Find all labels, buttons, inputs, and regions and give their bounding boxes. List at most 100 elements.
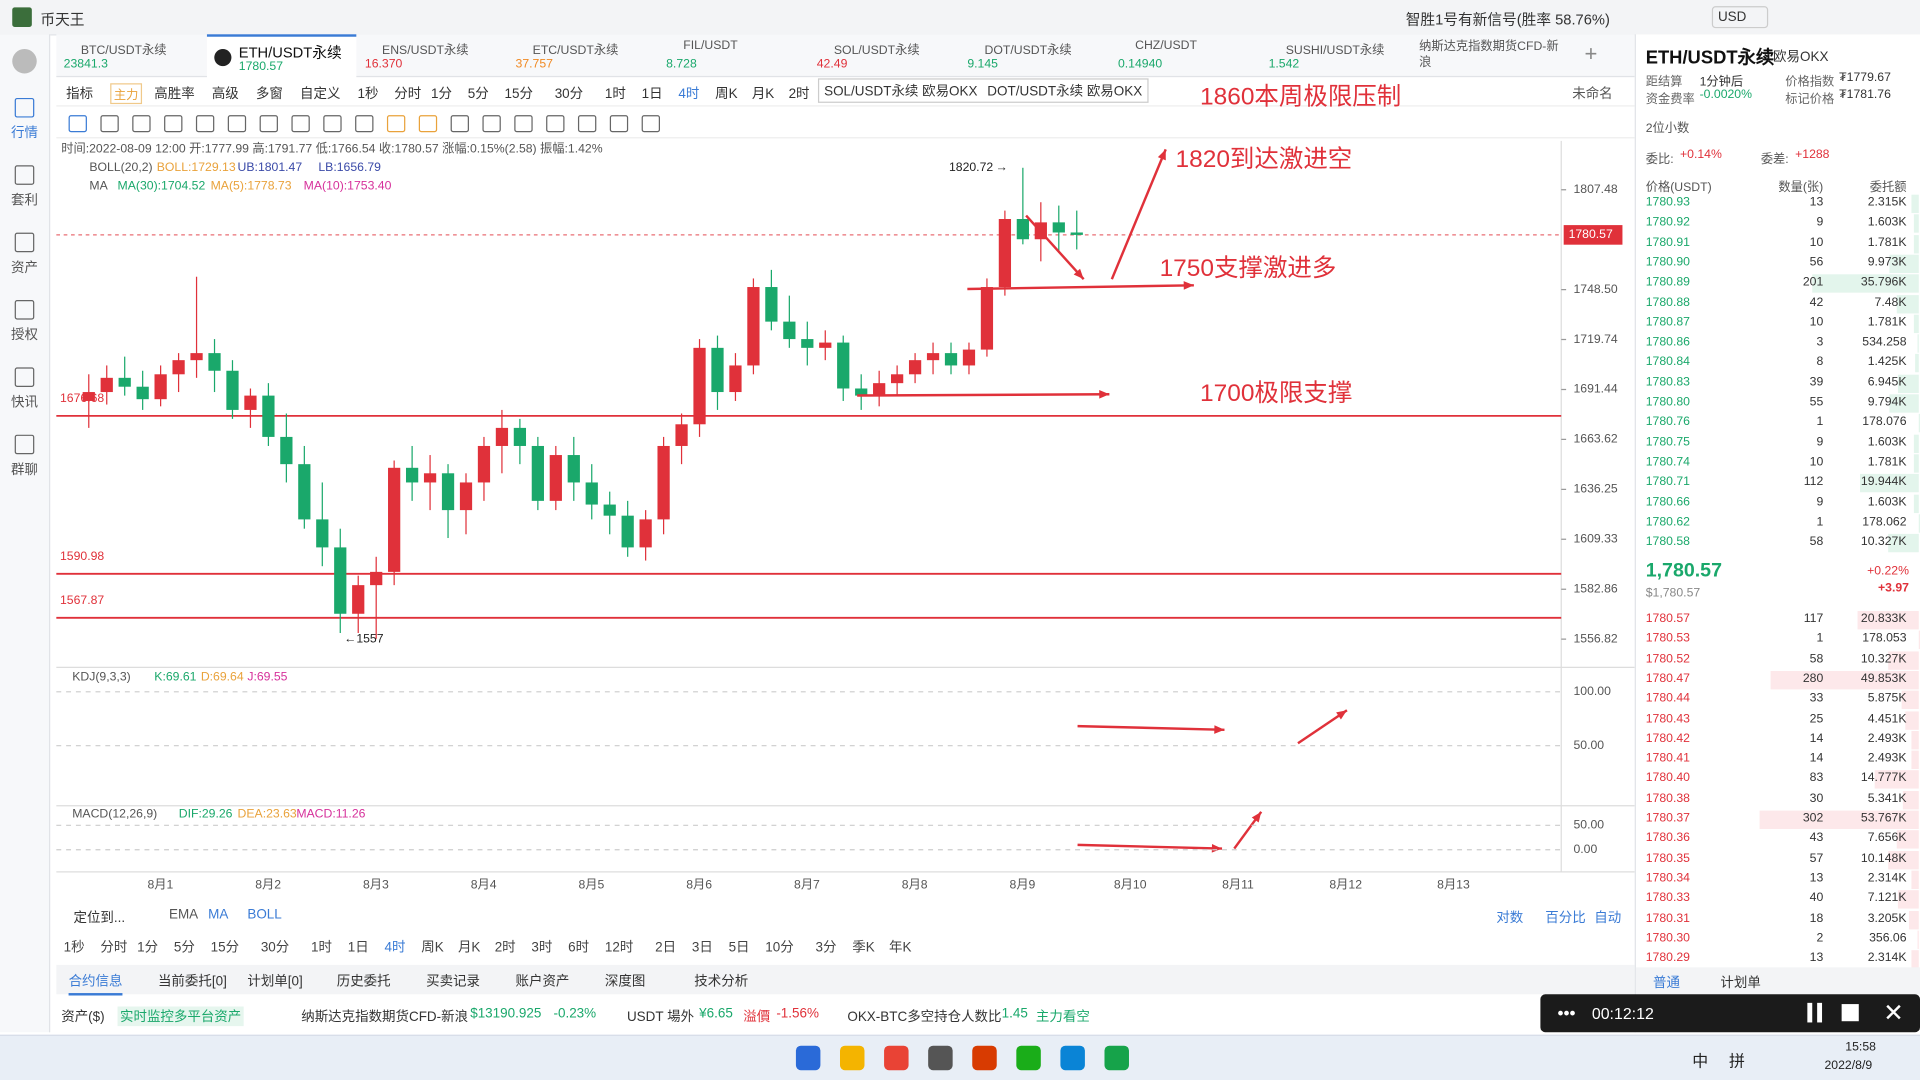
taskbar-app[interactable] bbox=[795, 1045, 821, 1071]
ob-price[interactable]: 1780.47 bbox=[1645, 672, 1690, 686]
ob-price[interactable]: 1780.33 bbox=[1645, 891, 1690, 906]
currency-select[interactable]: USD bbox=[1711, 6, 1769, 29]
toolbar-item[interactable]: 高级 bbox=[211, 86, 239, 102]
ticker-tab[interactable]: CHZ/USDT 0.14940 bbox=[1111, 34, 1260, 76]
bottom-tab[interactable]: 深度图 bbox=[604, 974, 646, 990]
period-button[interactable]: 5日 bbox=[728, 940, 750, 956]
ob-tab[interactable]: 普通 bbox=[1653, 975, 1680, 991]
ob-price[interactable]: 1780.86 bbox=[1645, 335, 1690, 350]
ob-price[interactable]: 1780.91 bbox=[1645, 235, 1690, 250]
ob-price[interactable]: 1780.80 bbox=[1645, 395, 1690, 409]
sidebar-label[interactable]: 授权 bbox=[11, 328, 38, 343]
period-button[interactable]: 1秒 bbox=[63, 940, 85, 956]
taskbar-app[interactable] bbox=[1060, 1045, 1085, 1071]
bottom-tab[interactable]: 合约信息 bbox=[68, 971, 123, 996]
ob-price[interactable]: 1780.37 bbox=[1645, 811, 1690, 826]
sidebar-icon[interactable] bbox=[14, 165, 35, 185]
ob-price[interactable]: 1780.38 bbox=[1645, 791, 1690, 806]
ticker-tab[interactable]: SUSHI/USDT永续 1.542 bbox=[1261, 34, 1410, 76]
ob-price[interactable]: 1780.84 bbox=[1645, 355, 1690, 370]
sidebar-icon[interactable] bbox=[14, 434, 35, 455]
draw-tool-icon[interactable] bbox=[100, 115, 119, 133]
stop-icon[interactable] bbox=[1841, 1004, 1859, 1022]
scale-toggle[interactable]: 自动 bbox=[1594, 911, 1622, 926]
recorder-menu[interactable]: ••• bbox=[1557, 1002, 1576, 1023]
draw-tool-icon[interactable] bbox=[546, 115, 565, 133]
toolbar-item[interactable]: 1日 bbox=[641, 86, 663, 102]
toolbar-item[interactable]: 15分 bbox=[504, 86, 533, 102]
ob-price[interactable]: 1780.30 bbox=[1645, 931, 1690, 946]
scale-toggle[interactable]: 百分比 bbox=[1545, 911, 1586, 926]
ticker-tab[interactable]: ETH/USDT永续 1780.57 bbox=[206, 34, 357, 79]
bottom-tab[interactable]: 历史委托 bbox=[336, 974, 391, 990]
ob-price[interactable]: 1780.71 bbox=[1645, 475, 1690, 489]
ob-price[interactable]: 1780.87 bbox=[1645, 315, 1690, 330]
ob-tab[interactable]: 计划单 bbox=[1720, 975, 1761, 991]
locate[interactable]: 定位到... bbox=[73, 911, 126, 926]
ticker-tab[interactable]: FIL/USDT 8.728 bbox=[659, 34, 808, 76]
period-button[interactable]: 5分 bbox=[173, 940, 195, 956]
ob-price[interactable]: 1780.53 bbox=[1645, 632, 1690, 646]
ob-price[interactable]: 1780.76 bbox=[1645, 415, 1690, 429]
ticker-tab[interactable]: SOL/USDT永续 42.49 bbox=[809, 34, 958, 76]
toolbar-item[interactable]: 主力 bbox=[110, 83, 143, 105]
ob-price[interactable]: 1780.93 bbox=[1645, 195, 1690, 210]
taskbar-app[interactable] bbox=[972, 1045, 997, 1071]
taskbar-app[interactable] bbox=[1016, 1045, 1041, 1071]
ob-price[interactable]: 1780.57 bbox=[1645, 612, 1690, 626]
period-button[interactable]: 4时 bbox=[384, 940, 406, 956]
draw-tool-icon[interactable] bbox=[641, 115, 660, 133]
bottom-tab[interactable]: 买卖记录 bbox=[426, 974, 480, 990]
period-button[interactable]: 周K bbox=[421, 940, 444, 956]
draw-tool-icon[interactable] bbox=[259, 115, 278, 133]
sidebar-label[interactable]: 资产 bbox=[11, 260, 38, 276]
draw-tool-icon[interactable] bbox=[482, 115, 501, 133]
taskbar-app[interactable] bbox=[840, 1045, 865, 1071]
period-button[interactable]: 12时 bbox=[604, 940, 634, 956]
sidebar-label[interactable]: 快讯 bbox=[11, 395, 38, 411]
toolbar-item[interactable]: 自定义 bbox=[300, 86, 341, 102]
toolbar-item[interactable]: 30分 bbox=[554, 86, 584, 102]
period-button[interactable]: 2时 bbox=[494, 940, 516, 956]
draw-tool-icon[interactable] bbox=[609, 115, 629, 133]
period-button[interactable]: 10分 bbox=[765, 940, 794, 956]
account-name[interactable]: 未命名 bbox=[1572, 86, 1613, 102]
ob-price[interactable]: 1780.34 bbox=[1645, 871, 1690, 886]
draw-tool-icon[interactable] bbox=[132, 115, 151, 133]
ob-price[interactable]: 1780.74 bbox=[1645, 455, 1690, 469]
sidebar-label[interactable]: 套利 bbox=[11, 193, 38, 209]
ob-price[interactable]: 1780.66 bbox=[1645, 495, 1690, 509]
toolbar-item[interactable]: 1秒 bbox=[357, 86, 379, 102]
toolbar-item[interactable]: 月K bbox=[751, 86, 775, 102]
period-button[interactable]: 3分 bbox=[815, 940, 837, 956]
ob-price[interactable]: 1780.52 bbox=[1645, 652, 1690, 666]
indicator-toggle[interactable]: EMA bbox=[168, 907, 199, 923]
taskbar-app[interactable] bbox=[928, 1045, 953, 1071]
ob-price[interactable]: 1780.75 bbox=[1645, 435, 1690, 449]
ob-price[interactable]: 1780.36 bbox=[1645, 831, 1690, 846]
draw-tool-icon[interactable] bbox=[195, 115, 215, 133]
scale-toggle[interactable]: 对数 bbox=[1496, 911, 1524, 926]
ob-price[interactable]: 1780.62 bbox=[1645, 515, 1690, 529]
ticker-tab[interactable]: ETC/USDT永续 37.757 bbox=[508, 34, 657, 76]
ob-price[interactable]: 1780.29 bbox=[1645, 951, 1690, 966]
period-button[interactable]: 6时 bbox=[568, 940, 590, 956]
ob-price[interactable]: 1780.92 bbox=[1645, 215, 1690, 230]
taskbar-app[interactable] bbox=[1104, 1045, 1129, 1071]
sidebar-icon[interactable] bbox=[14, 300, 35, 320]
ob-price[interactable]: 1780.89 bbox=[1645, 275, 1690, 290]
draw-tool-icon[interactable] bbox=[164, 115, 183, 133]
ob-price[interactable]: 1780.83 bbox=[1645, 375, 1690, 390]
sidebar-label[interactable]: 行情 bbox=[11, 126, 38, 141]
taskbar-app[interactable] bbox=[884, 1045, 909, 1071]
sidebar-label[interactable]: 群聊 bbox=[11, 462, 38, 478]
ob-price[interactable]: 1780.35 bbox=[1645, 851, 1690, 866]
draw-tool-icon[interactable] bbox=[68, 115, 87, 133]
toolbar-item[interactable]: 2时 bbox=[788, 86, 810, 102]
toolbar-item[interactable]: 5分 bbox=[467, 86, 489, 102]
toolbar-item[interactable]: 周K bbox=[715, 86, 738, 102]
close-icon[interactable]: ✕ bbox=[1883, 1000, 1904, 1028]
period-button[interactable]: 月K bbox=[457, 940, 481, 956]
status-item[interactable]: 实时监控多平台资产 bbox=[117, 1006, 244, 1027]
toolbar-item[interactable]: 分时 bbox=[394, 86, 422, 102]
